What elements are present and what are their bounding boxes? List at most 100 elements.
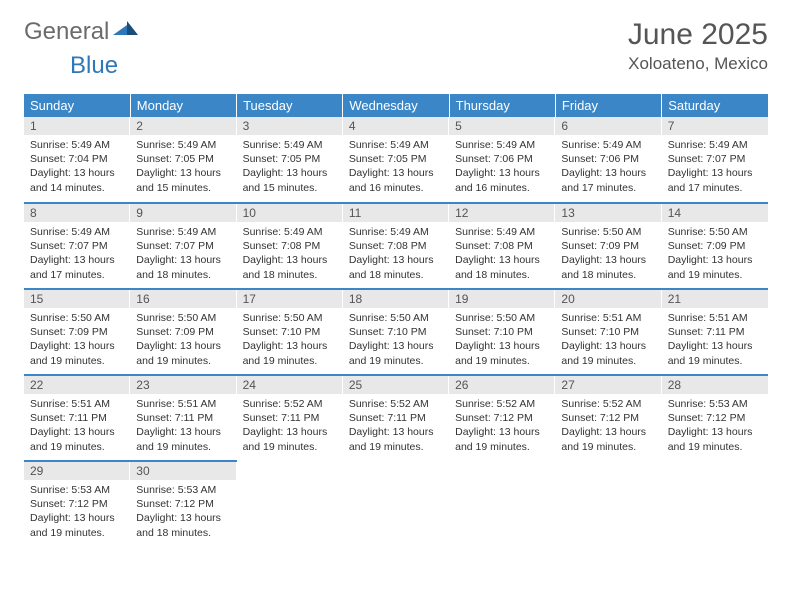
day-number: 26 [449, 376, 555, 394]
day-cell: 19Sunrise: 5:50 AMSunset: 7:10 PMDayligh… [449, 289, 555, 375]
sunrise: Sunrise: 5:50 AM [561, 225, 655, 239]
sunset: Sunset: 7:09 PM [668, 239, 762, 253]
day-body: Sunrise: 5:52 AMSunset: 7:12 PMDaylight:… [449, 394, 555, 460]
day-cell: 21Sunrise: 5:51 AMSunset: 7:11 PMDayligh… [662, 289, 768, 375]
sunset: Sunset: 7:12 PM [30, 497, 124, 511]
sunrise: Sunrise: 5:51 AM [561, 311, 655, 325]
logo-text-general: General [24, 18, 109, 46]
sunrise: Sunrise: 5:53 AM [668, 397, 762, 411]
daylight: Daylight: 13 hours and 19 minutes. [349, 339, 443, 367]
sunrise: Sunrise: 5:49 AM [243, 225, 337, 239]
daylight: Daylight: 13 hours and 18 minutes. [136, 511, 230, 539]
sunset: Sunset: 7:11 PM [668, 325, 762, 339]
week-row: 22Sunrise: 5:51 AMSunset: 7:11 PMDayligh… [24, 375, 768, 461]
sunrise: Sunrise: 5:51 AM [668, 311, 762, 325]
daylight: Daylight: 13 hours and 19 minutes. [136, 339, 230, 367]
day-cell: 4Sunrise: 5:49 AMSunset: 7:05 PMDaylight… [343, 117, 449, 203]
weekday-header: Friday [555, 94, 661, 117]
sunrise: Sunrise: 5:50 AM [455, 311, 549, 325]
sunrise: Sunrise: 5:50 AM [136, 311, 230, 325]
sunrise: Sunrise: 5:53 AM [30, 483, 124, 497]
sunset: Sunset: 7:06 PM [455, 152, 549, 166]
day-body: Sunrise: 5:49 AMSunset: 7:08 PMDaylight:… [449, 222, 555, 288]
day-number: 23 [130, 376, 236, 394]
day-number: 22 [24, 376, 130, 394]
sunrise: Sunrise: 5:51 AM [136, 397, 230, 411]
sunset: Sunset: 7:09 PM [136, 325, 230, 339]
day-cell: 29Sunrise: 5:53 AMSunset: 7:12 PMDayligh… [24, 461, 130, 547]
day-number: 18 [343, 290, 449, 308]
weekday-header: Thursday [449, 94, 555, 117]
sunset: Sunset: 7:07 PM [30, 239, 124, 253]
day-number: 24 [237, 376, 343, 394]
sunrise: Sunrise: 5:49 AM [243, 138, 337, 152]
title-block: June 2025 Xoloateno, Mexico [628, 18, 768, 74]
sunrise: Sunrise: 5:49 AM [30, 225, 124, 239]
day-number: 15 [24, 290, 130, 308]
sunset: Sunset: 7:08 PM [455, 239, 549, 253]
daylight: Daylight: 13 hours and 15 minutes. [136, 166, 230, 194]
daylight: Daylight: 13 hours and 17 minutes. [561, 166, 655, 194]
day-body: Sunrise: 5:50 AMSunset: 7:10 PMDaylight:… [449, 308, 555, 374]
day-cell: 30Sunrise: 5:53 AMSunset: 7:12 PMDayligh… [130, 461, 236, 547]
logo-text-blue: Blue [70, 52, 118, 79]
day-body: Sunrise: 5:49 AMSunset: 7:05 PMDaylight:… [237, 135, 343, 201]
daylight: Daylight: 13 hours and 18 minutes. [243, 253, 337, 281]
sunset: Sunset: 7:09 PM [30, 325, 124, 339]
sunset: Sunset: 7:10 PM [455, 325, 549, 339]
daylight: Daylight: 13 hours and 19 minutes. [561, 425, 655, 453]
day-body: Sunrise: 5:49 AMSunset: 7:05 PMDaylight:… [343, 135, 449, 201]
day-number: 12 [449, 204, 555, 222]
day-number: 11 [343, 204, 449, 222]
day-cell: 8Sunrise: 5:49 AMSunset: 7:07 PMDaylight… [24, 203, 130, 289]
daylight: Daylight: 13 hours and 17 minutes. [30, 253, 124, 281]
daylight: Daylight: 13 hours and 18 minutes. [349, 253, 443, 281]
sunrise: Sunrise: 5:51 AM [30, 397, 124, 411]
day-body: Sunrise: 5:50 AMSunset: 7:10 PMDaylight:… [237, 308, 343, 374]
day-cell: 26Sunrise: 5:52 AMSunset: 7:12 PMDayligh… [449, 375, 555, 461]
day-number: 14 [662, 204, 768, 222]
day-cell: 28Sunrise: 5:53 AMSunset: 7:12 PMDayligh… [662, 375, 768, 461]
sunset: Sunset: 7:12 PM [668, 411, 762, 425]
day-body: Sunrise: 5:50 AMSunset: 7:09 PMDaylight:… [24, 308, 130, 374]
day-body: Sunrise: 5:50 AMSunset: 7:09 PMDaylight:… [555, 222, 661, 288]
day-number: 30 [130, 462, 236, 480]
sunrise: Sunrise: 5:50 AM [349, 311, 443, 325]
sunrise: Sunrise: 5:52 AM [561, 397, 655, 411]
day-cell: 27Sunrise: 5:52 AMSunset: 7:12 PMDayligh… [555, 375, 661, 461]
day-cell: 24Sunrise: 5:52 AMSunset: 7:11 PMDayligh… [237, 375, 343, 461]
day-number: 7 [662, 117, 768, 135]
day-cell: 17Sunrise: 5:50 AMSunset: 7:10 PMDayligh… [237, 289, 343, 375]
day-number: 16 [130, 290, 236, 308]
sunrise: Sunrise: 5:52 AM [349, 397, 443, 411]
day-body: Sunrise: 5:49 AMSunset: 7:08 PMDaylight:… [237, 222, 343, 288]
sunset: Sunset: 7:05 PM [349, 152, 443, 166]
sunrise: Sunrise: 5:52 AM [243, 397, 337, 411]
day-number: 27 [555, 376, 661, 394]
weekday-header: Wednesday [343, 94, 449, 117]
logo-mark-icon [113, 19, 139, 42]
sunset: Sunset: 7:12 PM [136, 497, 230, 511]
day-number: 17 [237, 290, 343, 308]
week-row: 1Sunrise: 5:49 AMSunset: 7:04 PMDaylight… [24, 117, 768, 203]
day-cell: 23Sunrise: 5:51 AMSunset: 7:11 PMDayligh… [130, 375, 236, 461]
day-cell: 2Sunrise: 5:49 AMSunset: 7:05 PMDaylight… [130, 117, 236, 203]
sunset: Sunset: 7:11 PM [243, 411, 337, 425]
daylight: Daylight: 13 hours and 19 minutes. [30, 339, 124, 367]
sunset: Sunset: 7:09 PM [561, 239, 655, 253]
sunset: Sunset: 7:05 PM [136, 152, 230, 166]
calendar-body: 1Sunrise: 5:49 AMSunset: 7:04 PMDaylight… [24, 117, 768, 547]
day-cell: 7Sunrise: 5:49 AMSunset: 7:07 PMDaylight… [662, 117, 768, 203]
day-body: Sunrise: 5:50 AMSunset: 7:09 PMDaylight:… [662, 222, 768, 288]
week-row: 15Sunrise: 5:50 AMSunset: 7:09 PMDayligh… [24, 289, 768, 375]
daylight: Daylight: 13 hours and 19 minutes. [455, 425, 549, 453]
day-cell: 13Sunrise: 5:50 AMSunset: 7:09 PMDayligh… [555, 203, 661, 289]
day-body: Sunrise: 5:49 AMSunset: 7:06 PMDaylight:… [449, 135, 555, 201]
month-title: June 2025 [628, 18, 768, 52]
day-body: Sunrise: 5:50 AMSunset: 7:09 PMDaylight:… [130, 308, 236, 374]
sunset: Sunset: 7:11 PM [136, 411, 230, 425]
day-body: Sunrise: 5:49 AMSunset: 7:08 PMDaylight:… [343, 222, 449, 288]
day-number: 25 [343, 376, 449, 394]
day-body: Sunrise: 5:50 AMSunset: 7:10 PMDaylight:… [343, 308, 449, 374]
week-row: 8Sunrise: 5:49 AMSunset: 7:07 PMDaylight… [24, 203, 768, 289]
